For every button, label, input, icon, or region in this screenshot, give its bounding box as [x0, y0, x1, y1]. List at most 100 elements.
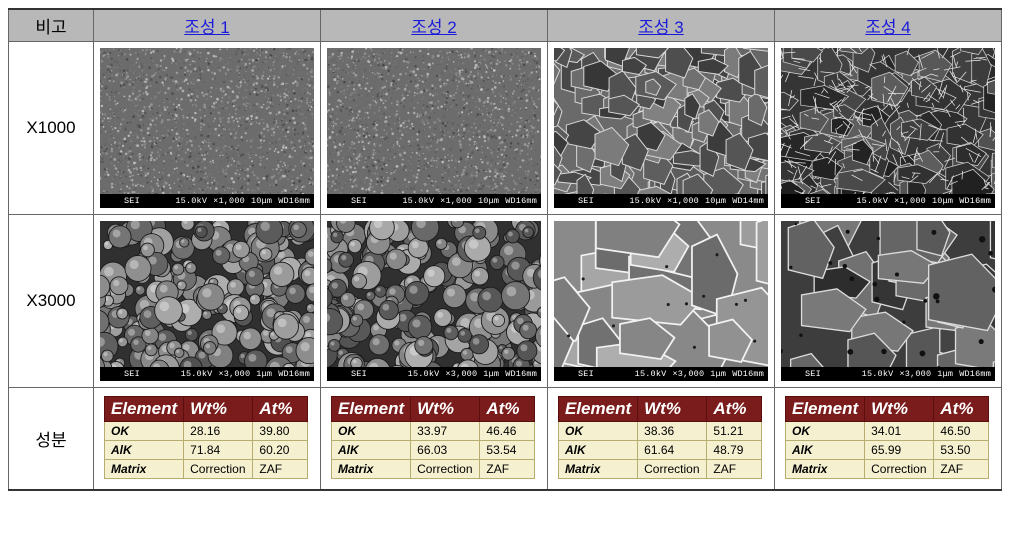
sem-kv: 15.0kV [175, 196, 207, 206]
erow-matrix-zaf: ZAF [253, 460, 308, 479]
header-comp-4: 조성 4 [775, 9, 1002, 42]
sem-sei-label: SEI [124, 369, 140, 379]
sem-kv: 15.0kV [181, 369, 213, 379]
erow-ok-label: OK [105, 422, 184, 441]
sem-mag: ×3,000 [672, 369, 704, 379]
sem-scale: 1μm [483, 369, 499, 379]
eth-at: At% [253, 397, 308, 422]
sem-infobar: SEI 15.0kV ×3,000 1μm WD16mm [327, 367, 541, 381]
sem-wd: WD16mm [278, 196, 310, 206]
erow-alk-label: AlK [332, 441, 411, 460]
erow-ok-wt: 33.97 [411, 422, 480, 441]
sem-x3000-c1: SEI15.0kV×3,0001μmWD16mm [94, 215, 321, 388]
erow-alk-wt: 71.84 [184, 441, 253, 460]
rowlabel-element: 성분 [9, 388, 94, 491]
erow-alk-wt: 65.99 [865, 441, 934, 460]
sem-x1000-c1: SEI 15.0kV ×1,000 10μm WD16mm [94, 42, 321, 215]
sem-infobar: SEI15.0kV×3,0001μmWD16mm [554, 367, 768, 381]
sem-wd: WD16mm [278, 369, 310, 379]
sem-infobar: SEI 15.0kV ×1,000 10μm WD16mm [100, 194, 314, 208]
sem-x1000-c4: SEI15.0kV×1,00010μmWD16mm [775, 42, 1002, 215]
erow-ok-at: 51.21 [707, 422, 762, 441]
erow-matrix-label: Matrix [559, 460, 638, 479]
sem-sei-label: SEI [351, 196, 367, 206]
sem-sei-label: SEI [805, 369, 821, 379]
sem-kv: 15.0kV [856, 196, 888, 206]
sem-mag: ×1,000 [440, 196, 472, 206]
header-row: 비고 조성 1 조성 2 조성 3 조성 4 [9, 9, 1002, 42]
erow-matrix-corr: Correction [865, 460, 934, 479]
erow-ok-at: 39.80 [253, 422, 308, 441]
sem-kv: 15.0kV [408, 369, 440, 379]
element-table: ElementWt%At% OK33.9746.46 AlK66.0353.54… [331, 396, 535, 479]
erow-ok-wt: 34.01 [865, 422, 934, 441]
erow-ok-label: OK [332, 422, 411, 441]
row-element: 성분 ElementWt%At% OK28.1639.80 AlK71.8460… [9, 388, 1002, 491]
eth-element: Element [559, 397, 638, 422]
sem-wd: WD16mm [959, 196, 991, 206]
sem-infobar: SEI15.0kV×1,00010μmWD16mm [781, 194, 995, 208]
sem-scale: 10μm [251, 196, 272, 206]
erow-alk-at: 48.79 [707, 441, 762, 460]
header-note: 비고 [9, 9, 94, 42]
sem-scale: 1μm [937, 369, 953, 379]
sem-sei-label: SEI [124, 196, 140, 206]
etable-c4: ElementWt%At% OK34.0146.50 AlK65.9953.50… [775, 388, 1002, 491]
sem-scale: 10μm [705, 196, 726, 206]
sem-x1000-c2: SEI15.0kV×1,00010μmWD16mm [321, 42, 548, 215]
erow-ok-at: 46.50 [934, 422, 989, 441]
rowlabel-x1000: X1000 [9, 42, 94, 215]
erow-matrix-label: Matrix [786, 460, 865, 479]
header-comp-3: 조성 3 [548, 9, 775, 42]
erow-alk-at: 53.50 [934, 441, 989, 460]
sem-composition-table: 비고 조성 1 조성 2 조성 3 조성 4 X1000 SEI 15.0kV ×1… [8, 8, 1002, 491]
erow-alk-label: AlK [559, 441, 638, 460]
sem-wd: WD16mm [732, 369, 764, 379]
sem-sei-label: SEI [351, 369, 367, 379]
sem-x3000-c2: SEI 15.0kV ×3,000 1μm WD16mm [321, 215, 548, 388]
sem-mag: ×3,000 [445, 369, 477, 379]
sem-mag: ×3,000 [899, 369, 931, 379]
etable-c3: ElementWt%At% OK38.3651.21 AlK61.6448.79… [548, 388, 775, 491]
etable-c2: ElementWt%At% OK33.9746.46 AlK66.0353.54… [321, 388, 548, 491]
sem-kv: 15.0kV [629, 196, 661, 206]
eth-element: Element [332, 397, 411, 422]
erow-matrix-corr: Correction [638, 460, 707, 479]
eth-at: At% [707, 397, 762, 422]
erow-alk-at: 53.54 [480, 441, 535, 460]
sem-wd: WD14mm [732, 196, 764, 206]
eth-element: Element [786, 397, 865, 422]
erow-matrix-zaf: ZAF [707, 460, 762, 479]
sem-sei-label: SEI [805, 196, 821, 206]
sem-wd: WD16mm [505, 369, 537, 379]
sem-infobar: SEI15.0kV×1,00010μmWD14mm [554, 194, 768, 208]
rowlabel-x3000: X3000 [9, 215, 94, 388]
etable-c1: ElementWt%At% OK28.1639.80 AlK71.8460.20… [94, 388, 321, 491]
row-x1000: X1000 SEI 15.0kV ×1,000 10μm WD16mm SEI 15.0k… [9, 42, 1002, 215]
sem-mag: ×3,000 [218, 369, 250, 379]
eth-wt: Wt% [638, 397, 707, 422]
erow-ok-label: OK [786, 422, 865, 441]
erow-ok-wt: 28.16 [184, 422, 253, 441]
sem-mag: ×1,000 [667, 196, 699, 206]
erow-alk-at: 60.20 [253, 441, 308, 460]
sem-x3000-c3: SEI15.0kV×3,0001μmWD16mm [548, 215, 775, 388]
erow-ok-label: OK [559, 422, 638, 441]
sem-mag: ×1,000 [213, 196, 245, 206]
sem-scale: 1μm [710, 369, 726, 379]
erow-matrix-corr: Correction [184, 460, 253, 479]
header-comp-1: 조성 1 [94, 9, 321, 42]
eth-at: At% [480, 397, 535, 422]
sem-mag: ×1,000 [894, 196, 926, 206]
erow-matrix-zaf: ZAF [934, 460, 989, 479]
erow-matrix-label: Matrix [105, 460, 184, 479]
eth-wt: Wt% [184, 397, 253, 422]
row-x3000: X3000 SEI 15.0kV ×3,000 1μm WD16mm SEI 15.0kV… [9, 215, 1002, 388]
element-table: ElementWt%At% OK34.0146.50 AlK65.9953.50… [785, 396, 989, 479]
erow-alk-label: AlK [786, 441, 865, 460]
sem-infobar: SEI15.0kV×3,0001μmWD16mm [100, 367, 314, 381]
erow-ok-at: 46.46 [480, 422, 535, 441]
erow-ok-wt: 38.36 [638, 422, 707, 441]
erow-matrix-zaf: ZAF [480, 460, 535, 479]
sem-kv: 15.0kV [862, 369, 894, 379]
